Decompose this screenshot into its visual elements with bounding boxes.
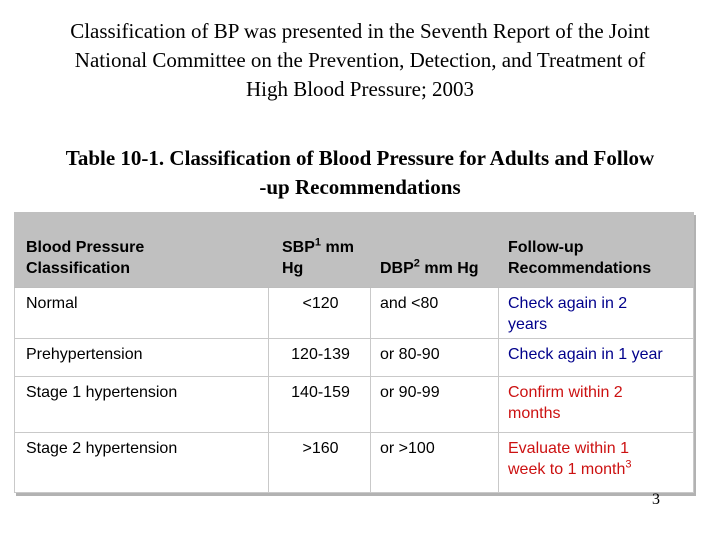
header-recommendations-line: Follow-up bbox=[508, 239, 584, 256]
header-dbp-line: DBP2 mm Hg bbox=[380, 257, 479, 277]
table-row-prehypertension: Prehypertension 120-139 or 80-90 Check a… bbox=[14, 338, 694, 377]
table-row-normal: Normal <120 and <80 Check again in 2 yea… bbox=[14, 287, 694, 339]
header-classification-line: Classification bbox=[26, 260, 131, 277]
cell-sbp: <120 bbox=[268, 287, 371, 339]
slide-title-line: Classification of BP was presented in th… bbox=[70, 19, 650, 43]
cell-sbp: >160 bbox=[268, 432, 371, 493]
table-row-stage1-hypertension: Stage 1 hypertension 140-159 or 90-99 Co… bbox=[14, 376, 694, 433]
table-header-row: Blood Pressure Classification SBP1 mm Hg… bbox=[14, 212, 694, 288]
cell-sbp: 140-159 bbox=[268, 376, 371, 433]
slide-title-line: National Committee on the Prevention, De… bbox=[74, 48, 646, 72]
header-classification-line: Blood Pressure bbox=[26, 239, 145, 256]
cell-sbp: 120-139 bbox=[268, 338, 371, 377]
bp-classification-table: Blood Pressure Classification SBP1 mm Hg… bbox=[14, 212, 694, 493]
cell-recommendation: Check again in 2 years bbox=[498, 287, 694, 339]
recommendation-line: week to 1 month3 bbox=[508, 458, 632, 478]
table-heading: Table 10-1. Classification of Blood Pres… bbox=[7, 144, 713, 202]
header-cell-classification: Blood Pressure Classification bbox=[14, 212, 269, 288]
cell-recommendation: Check again in 1 year bbox=[498, 338, 694, 377]
header-cell-sbp: SBP1 mm Hg bbox=[268, 212, 371, 288]
cell-classification: Prehypertension bbox=[14, 338, 269, 377]
cell-recommendation: Confirm within 2 months bbox=[498, 376, 694, 433]
cell-classification: Stage 2 hypertension bbox=[14, 432, 269, 493]
table-heading-line: -up Recommendations bbox=[259, 175, 461, 199]
cell-recommendation: Evaluate within 1 week to 1 month3 bbox=[498, 432, 694, 493]
header-sbp-line: Hg bbox=[282, 260, 304, 277]
slide-title-line: High Blood Pressure; 2003 bbox=[245, 77, 475, 101]
cell-classification: Normal bbox=[14, 287, 269, 339]
header-recommendations-line: Recommendations bbox=[508, 260, 652, 277]
dbp-footnote-marker: 2 bbox=[413, 257, 420, 270]
recommendation-footnote-marker: 3 bbox=[625, 458, 632, 471]
cell-classification: Stage 1 hypertension bbox=[14, 376, 269, 433]
table-row-stage2-hypertension: Stage 2 hypertension >160 or >100 Evalua… bbox=[14, 432, 694, 493]
cell-dbp: and <80 bbox=[370, 287, 499, 339]
sbp-footnote-marker: 1 bbox=[314, 236, 322, 249]
slide-title: Classification of BP was presented in th… bbox=[10, 17, 710, 104]
header-sbp-line: SBP1 mm bbox=[282, 236, 354, 256]
header-cell-recommendations: Follow-up Recommendations bbox=[498, 212, 694, 288]
page-number: 3 bbox=[652, 491, 660, 508]
cell-dbp: or 80-90 bbox=[370, 338, 499, 377]
header-cell-dbp: DBP2 mm Hg bbox=[370, 212, 499, 288]
table-heading-line: Table 10-1. Classification of Blood Pres… bbox=[65, 146, 655, 170]
cell-dbp: or >100 bbox=[370, 432, 499, 493]
cell-dbp: or 90-99 bbox=[370, 376, 499, 433]
